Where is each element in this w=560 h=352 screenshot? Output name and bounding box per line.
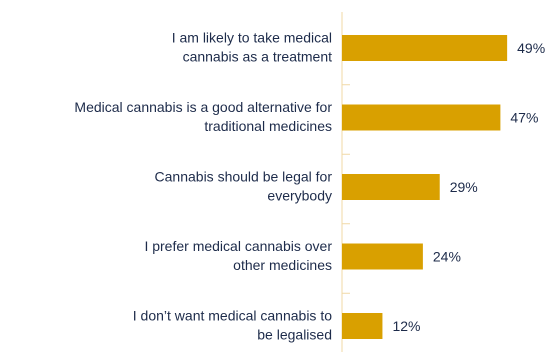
bar-2 [342, 104, 501, 131]
category-label-4: I prefer medical cannabis over other medi… [144, 238, 332, 273]
value-label-3: 29% [450, 179, 478, 195]
category-label-line: traditional medicines [204, 118, 332, 134]
bars [342, 35, 508, 339]
category-label-line: Medical cannabis is a good alternative f… [74, 99, 332, 115]
value-labels: 49% 47% 29% 24% 12% [392, 40, 545, 334]
bar-3 [342, 174, 440, 200]
category-label-3: Cannabis should be legal for everybody [155, 169, 333, 204]
bar-1 [342, 35, 508, 61]
value-label-4: 24% [433, 249, 461, 265]
category-label-line: everybody [267, 188, 332, 204]
category-label-2: Medical cannabis is a good alternative f… [74, 99, 332, 134]
category-label-line: I prefer medical cannabis over [144, 238, 332, 254]
bar-5 [342, 313, 383, 339]
category-labels: I am likely to take medical cannabis as a… [74, 30, 332, 343]
value-label-2: 47% [510, 110, 538, 126]
value-label-1: 49% [517, 40, 545, 56]
category-label-line: I don’t want medical cannabis to [133, 308, 332, 324]
category-label-line: Cannabis should be legal for [155, 169, 333, 185]
category-label-5: I don’t want medical cannabis to be legal… [133, 308, 332, 343]
category-label-line: be legalised [257, 327, 332, 343]
category-label-1: I am likely to take medical cannabis as a… [172, 30, 332, 65]
value-label-5: 12% [392, 318, 420, 334]
category-label-line: I am likely to take medical [172, 30, 332, 46]
category-label-line: other medicines [233, 257, 332, 273]
bar-4 [342, 243, 423, 270]
category-label-line: cannabis as a treatment [183, 49, 333, 65]
